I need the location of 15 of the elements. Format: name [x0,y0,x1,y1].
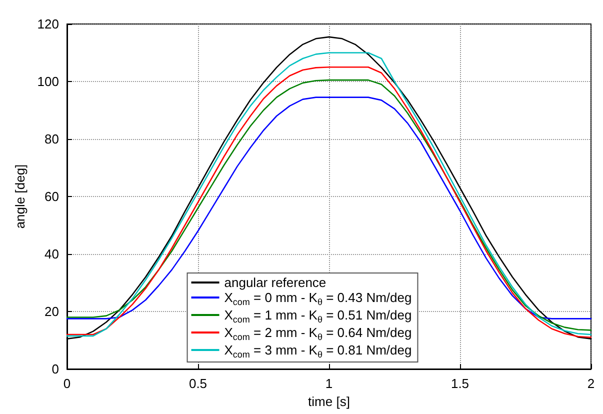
x-tick-label: 2 [587,376,595,391]
y-tick-label: 120 [37,16,59,32]
x-axis-title: time [s] [308,394,350,409]
y-tick-label: 80 [44,132,59,146]
legend-label: angular reference [224,275,326,290]
y-tick-label: 60 [44,189,59,204]
x-tick-label: 0 [63,376,71,391]
x-tick-label: 0.5 [188,376,208,391]
y-axis-title: angle [deg] [12,164,28,229]
y-tick-label: 40 [44,246,59,262]
x-tick-label: 1.5 [450,376,470,391]
y-tick-label: 0 [52,362,59,376]
x-tick-label: 1 [325,376,333,391]
y-tick-label: 100 [37,74,59,89]
y-tick-label: 20 [44,304,59,319]
